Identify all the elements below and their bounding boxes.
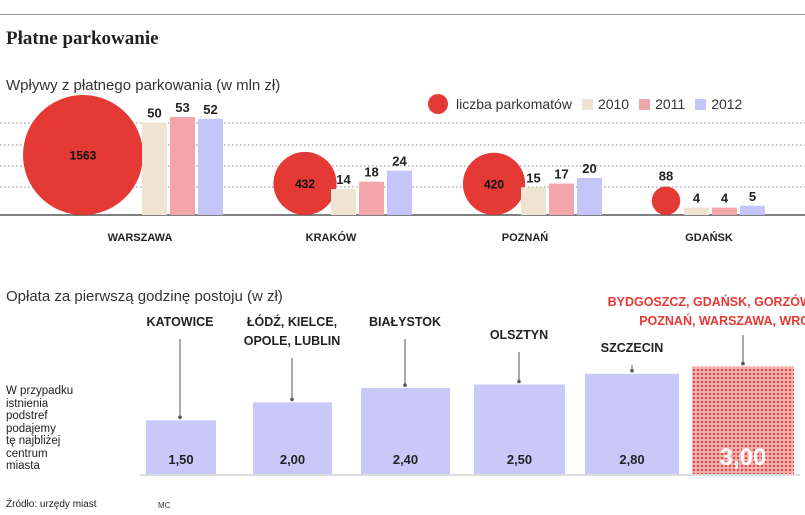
revenue-value-label: 50 (147, 106, 161, 121)
revenue-bar-2012 (740, 205, 765, 215)
legend: liczba parkomatów 2010 2011 2012 (428, 94, 752, 114)
revenue-bar-2011 (549, 183, 574, 215)
note-line: W przypadku (6, 385, 74, 397)
meter-bubble (273, 151, 337, 215)
fee-value-label: 3,00 (720, 444, 767, 471)
fee-city-label: BYDGOSZCZ, GDAŃSK, GORZÓW, KRAKÓW, (608, 294, 805, 309)
legend-item-meters: liczba parkomatów (428, 94, 572, 114)
square-2011-icon (639, 98, 651, 110)
revenue-value-label: 14 (336, 172, 351, 187)
revenue-value-label: 20 (582, 161, 596, 176)
revenue-value-label: 4 (721, 191, 729, 206)
meter-bubble (462, 152, 526, 215)
note-line: istnienia (6, 397, 49, 410)
label-stem-dot (178, 415, 182, 420)
city-label: KRAKÓW (306, 231, 357, 244)
fee-bar (585, 373, 679, 474)
city-label: WARSZAWA (108, 232, 173, 244)
fee-chart-subtitle: Opłata za pierwszą godzinę postoju (w zł… (6, 288, 283, 305)
meter-bubble (23, 95, 143, 215)
fee-bar (146, 420, 216, 474)
revenue-bar-2010 (521, 187, 546, 215)
revenue-bar-2011 (170, 116, 195, 215)
legend-label-meters: liczba parkomatów (456, 96, 572, 112)
fee-city-label: KATOWICE (147, 315, 214, 329)
revenue-chart-subtitle: Wpływy z płatnego parkowania (w mln zł) (6, 77, 281, 94)
revenue-bar-2012 (198, 118, 223, 215)
square-2012-icon (695, 98, 707, 110)
meter-count-label: 1563 (70, 149, 97, 163)
page-title: Płatne parkowanie (6, 28, 159, 49)
fee-city-label: BIAŁYSTOK (369, 315, 441, 329)
fee-bar (253, 402, 332, 474)
legend-label-2011: 2011 (655, 96, 686, 112)
revenue-value-label: 5 (749, 189, 756, 204)
note: W przypadku istnienia podstref podajemy … (6, 385, 73, 473)
fee-value-label: 1,50 (168, 452, 193, 467)
note-line: tę najbliżej (6, 435, 61, 447)
label-stem-dot (741, 361, 745, 366)
fee-bar (361, 388, 450, 474)
label-stem-dot (517, 379, 521, 384)
meter-count-label: 432 (295, 177, 315, 191)
revenue-value-label: 4 (693, 191, 701, 206)
revenue-bar-2012 (387, 170, 412, 215)
fee-value-label: 2,00 (280, 452, 305, 467)
legend-item-2011: 2011 (639, 96, 685, 112)
revenue-bar-2010 (142, 122, 167, 215)
fee-city-label: OPOLE, LUBLIN (244, 334, 341, 348)
meters-dot-icon (428, 94, 448, 114)
source-note: Źródło: urzędy miast (6, 499, 97, 510)
note-line: centrum (6, 447, 48, 460)
meter-count-label: 420 (484, 177, 504, 191)
revenue-value-label: 15 (526, 170, 540, 185)
label-stem-dot (630, 368, 634, 373)
legend-label-2012: 2012 (711, 96, 743, 112)
fee-city-label: ŁÓDŹ, KIELCE, (247, 314, 337, 329)
legend-label-2010: 2010 (597, 96, 630, 112)
fee-bar (692, 366, 794, 474)
revenue-bar-2011 (359, 181, 384, 215)
revenue-value-label: 52 (203, 102, 217, 117)
label-stem-dot (290, 397, 294, 402)
legend-item-2012: 2012 (695, 96, 742, 112)
fee-value-label: 2,40 (393, 452, 418, 467)
label-stem-dot (403, 383, 407, 387)
revenue-value-label: 17 (554, 167, 568, 182)
fee-value-label: 2,50 (507, 452, 532, 467)
note-line: podajemy (6, 422, 56, 435)
fee-bar (474, 384, 565, 474)
note-line: podstref (6, 410, 48, 422)
meter-bubble (651, 186, 681, 216)
square-2010-icon (581, 98, 593, 110)
revenue-bar-2011 (712, 207, 737, 215)
revenue-value-label: 24 (392, 154, 407, 169)
author-initials: MC (158, 501, 171, 510)
revenue-value-label: 53 (175, 100, 189, 115)
revenue-bar-2010 (331, 189, 356, 215)
fee-city-label: POZNAŃ, WARSZAWA, WROCŁAW (639, 313, 805, 328)
city-label: GDAŃSK (685, 231, 733, 244)
meter-count-label: 88 (659, 169, 673, 184)
fee-value-label: 2,80 (619, 452, 644, 467)
fee-city-label: OLSZTYN (490, 328, 548, 342)
revenue-bar-2012 (577, 178, 602, 215)
top-rule (0, 14, 805, 15)
fee-city-label: SZCZECIN (601, 341, 664, 355)
revenue-bar-2010 (684, 207, 709, 215)
legend-item-2010: 2010 (581, 96, 630, 112)
city-label: POZNAŃ (502, 231, 549, 244)
revenue-value-label: 18 (364, 165, 378, 180)
note-line: miasta (6, 460, 40, 472)
